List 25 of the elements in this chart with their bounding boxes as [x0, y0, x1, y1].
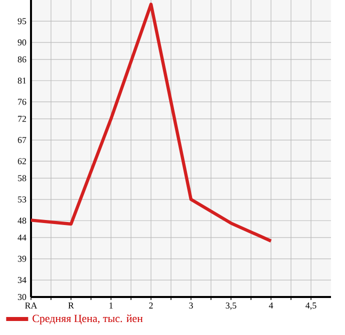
- y-tick-label: 67: [18, 137, 26, 144]
- y-tick-label: 34: [18, 277, 26, 284]
- y-tick-label: 81: [18, 78, 26, 84]
- y-tick-label: 30: [18, 294, 26, 300]
- x-tick-label: 3,5: [226, 302, 236, 310]
- y-tick-label: 48: [18, 218, 26, 224]
- y-tick-label: 90: [18, 39, 26, 46]
- y-tick-label: 39: [18, 256, 26, 262]
- x-tick-label: 4: [268, 302, 274, 308]
- y-tick-label: 76: [18, 98, 26, 105]
- y-tick-label: 62: [18, 158, 26, 164]
- x-tick-label: 1: [110, 302, 113, 308]
- line-series: [31, 2, 273, 243]
- y-tick-label: 58: [18, 175, 26, 182]
- x-tick-label: 4,5: [306, 302, 316, 310]
- legend-label: Средняя Цена, тыс. йен: [32, 314, 143, 324]
- y-tick-label: 44: [18, 234, 26, 241]
- x-tick-label: 2: [149, 302, 153, 308]
- y-tick-label: 53: [18, 196, 26, 202]
- x-tick-label: 3: [189, 302, 193, 309]
- y-tick-label: 86: [18, 56, 26, 62]
- y-tick-label: 72: [18, 116, 26, 122]
- y-tick-label: 95: [18, 18, 26, 24]
- x-tick-label: R: [68, 302, 74, 308]
- x-tick-label: RA: [25, 302, 38, 308]
